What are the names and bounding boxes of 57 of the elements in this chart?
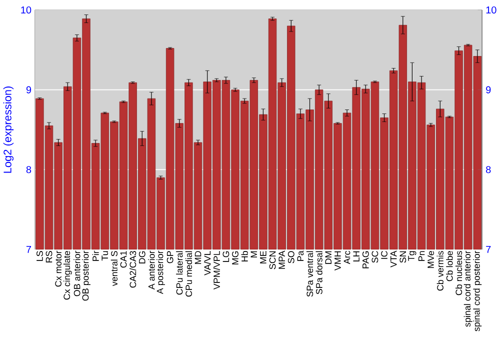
y-tick-label: 10: [21, 6, 32, 14]
x-tick-label: VMH: [334, 251, 341, 270]
x-tick-label: GP: [166, 251, 174, 264]
y2-tick-label: 7: [486, 246, 491, 253]
x-tick-label: PAG: [362, 251, 369, 268]
x-tick-label: Pa: [297, 250, 304, 261]
x-tick-label: MG: [232, 251, 238, 264]
x-tick-label: CA1: [120, 250, 127, 268]
x-tick-label: OB anterior: [74, 250, 80, 296]
x-tick-label: VA/VL: [204, 250, 211, 276]
x-tick-label: MPA: [278, 250, 285, 269]
x-tick-label: Tg: [408, 251, 416, 261]
x-tick-label: ME: [260, 250, 266, 264]
x-tick-label: SN: [400, 251, 406, 263]
x-tick-label: RS: [46, 250, 52, 262]
x-tick-label: VPM/VPL: [213, 250, 220, 290]
x-tick-label: Pn: [418, 251, 425, 261]
x-tick-label: Cb vermis: [436, 250, 444, 291]
x-tick-label: Cb lobe: [446, 250, 453, 282]
y2-tick-label: 10: [486, 6, 496, 14]
x-tick-label: DG: [138, 251, 146, 264]
y2-tick-label: 8: [486, 166, 491, 174]
x-tick-label: Cx motor: [55, 250, 62, 287]
x-tick-label: OB posterior: [82, 250, 90, 301]
y-tick-label: 7: [26, 246, 32, 253]
x-tick-label: spinal cord anterior: [464, 250, 472, 327]
x-tick-label: SPa ventral: [306, 251, 314, 297]
x-tick-label: CPu medial: [185, 251, 192, 297]
y2-tick-label: 9: [486, 86, 491, 94]
x-tick-label: A posterior: [156, 250, 165, 294]
x-tick-label: SC: [372, 250, 378, 263]
x-tick-label: Pir: [92, 250, 99, 261]
x-tick-label: Arc: [344, 250, 350, 264]
x-tick-label: LG: [222, 251, 230, 262]
x-tick-label: IC: [381, 250, 388, 259]
y-tick-label: 8: [26, 166, 32, 174]
x-tick-label: A anterior: [148, 250, 155, 290]
x-tick-label: VTA: [390, 250, 397, 268]
x-tick-label: CA2/CA3: [130, 250, 136, 288]
x-tick-label: ventral S: [110, 250, 118, 286]
x-tick-label: LS: [36, 250, 43, 261]
x-tick-label: Hb: [241, 250, 248, 262]
x-tick-label: M: [250, 251, 257, 258]
x-tick-label: SPa dorsal: [316, 251, 322, 294]
y-tick-label: 9: [26, 86, 32, 94]
x-tick-label: MVe: [428, 250, 434, 268]
x-tick-label: CPu lateral: [176, 251, 183, 295]
x-tick-label: Tu: [102, 251, 108, 260]
x-tick-label: SO: [288, 250, 294, 264]
x-tick-label: SCN: [269, 251, 276, 270]
x-tick-label: Cx cingulate: [63, 250, 72, 300]
y-axis-title: Log2 (expression): [3, 86, 14, 173]
x-tick-label: LH: [353, 251, 360, 262]
x-tick-label: spinal cord posterior: [473, 250, 482, 332]
x-tick-label: Cb nucleus: [455, 250, 462, 296]
x-tick-label: DM: [325, 251, 332, 264]
x-tick-label: MD: [194, 250, 202, 264]
